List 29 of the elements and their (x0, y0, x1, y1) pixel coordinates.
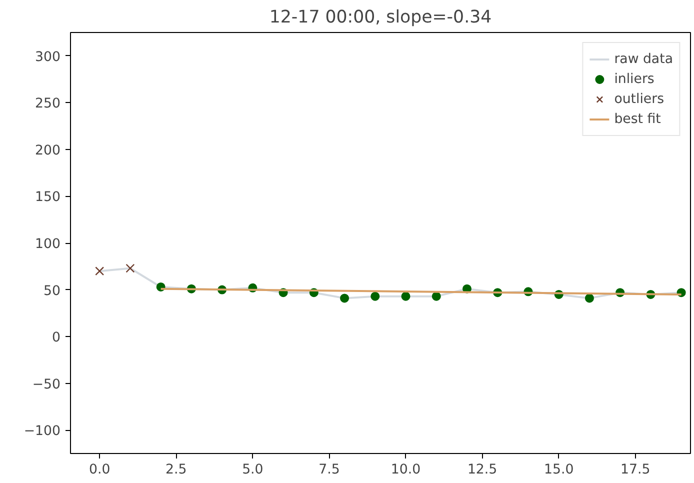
y-tick-label: −50 (32, 377, 61, 392)
chart-title: 12-17 00:00, slope=-0.34 (269, 8, 492, 28)
legend-label: raw data (614, 52, 673, 66)
x-tick-label: 5.0 (242, 462, 264, 478)
y-tick-label: 250 (35, 96, 61, 112)
point (432, 292, 441, 301)
point (370, 292, 380, 301)
point (95, 266, 104, 276)
y-tick-label: 150 (35, 190, 61, 206)
y-tick-label: 200 (35, 143, 61, 158)
y-tick-label: 0 (52, 330, 61, 346)
legend-label: outliers (614, 92, 664, 106)
legend-label: inliers (614, 72, 654, 86)
y-tick-label: 300 (35, 50, 61, 65)
y-tick-label: 50 (44, 284, 61, 299)
y-tick-label: −100 (24, 424, 61, 440)
legend-label: best fit (614, 112, 661, 126)
x-tick-label: 2.5 (166, 462, 187, 478)
point (340, 294, 350, 303)
x-tick-label: 0.0 (88, 462, 110, 478)
x-tick-label: 12.5 (467, 462, 498, 478)
x-tick-label: 17.5 (620, 462, 650, 478)
y-tick-label: 100 (35, 237, 61, 252)
point (584, 294, 594, 303)
point (401, 292, 410, 301)
x-tick-label: 15.0 (544, 462, 574, 478)
point (126, 264, 135, 273)
x-tick-label: 10.0 (390, 462, 421, 478)
x-tick-label: 7.5 (318, 462, 340, 478)
